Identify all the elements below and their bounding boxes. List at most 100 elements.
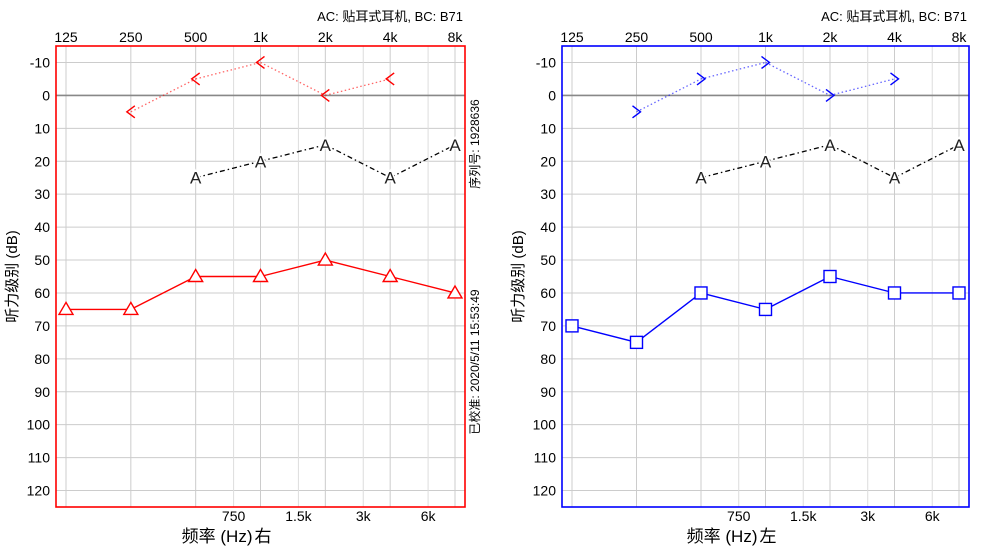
y-tick-label: 0 — [42, 87, 50, 103]
y-tick-label: -10 — [536, 54, 556, 70]
y-tick-label: 80 — [34, 351, 50, 367]
series-A: A A A A A — [694, 134, 967, 189]
data-point-chevron-right — [632, 105, 642, 119]
data-point-bone-conduction: A — [889, 169, 901, 188]
series-segment — [325, 259, 391, 278]
series-segment — [765, 275, 831, 311]
x-tick-label-bottom: 6k — [925, 508, 941, 524]
data-point-chevron-left — [125, 105, 136, 119]
x-tick-label-bottom: 1.5k — [790, 508, 817, 524]
series-A: A A A A A — [188, 134, 462, 189]
y-tick-label: 50 — [540, 252, 556, 268]
data-point-square — [887, 286, 902, 300]
data-point-bone-conduction: A — [449, 136, 461, 155]
data-point-chevron-right — [890, 72, 900, 86]
y-tick-label: 30 — [34, 186, 50, 202]
x-tick-label-top: 500 — [689, 29, 713, 45]
series-segment — [260, 259, 326, 278]
x-tick-label-top: 250 — [119, 29, 143, 45]
y-tick-label: 40 — [540, 219, 556, 235]
data-point-chevron-right — [825, 88, 836, 102]
ear-side-label: 右 — [255, 527, 272, 546]
ear-side-label: 左 — [760, 527, 777, 546]
y-tick-label: 20 — [34, 153, 50, 169]
series-segment — [700, 292, 766, 311]
data-point-bone-conduction: A — [255, 152, 267, 171]
data-point-triangle — [122, 301, 140, 316]
series-square — [565, 269, 966, 350]
series-segment — [829, 275, 895, 294]
x-tick-label-top: 1k — [253, 29, 269, 45]
series-triangle — [57, 251, 464, 316]
x-tick-label-top: 250 — [625, 29, 649, 45]
x-axis-label: 频率 (Hz) — [182, 527, 253, 546]
data-point-bone-conduction: A — [953, 136, 965, 155]
data-point-triangle — [252, 268, 269, 283]
series-segment — [260, 61, 326, 96]
x-tick-label-top: 2k — [823, 29, 839, 45]
series-chevron-left — [125, 55, 395, 119]
plot-frame — [561, 45, 970, 508]
data-point-bone-conduction: A — [695, 169, 707, 188]
data-point-triangle — [57, 301, 75, 316]
series-segment — [700, 61, 766, 80]
data-point-chevron-left — [320, 88, 330, 102]
data-point-chevron-right — [696, 72, 707, 86]
series-chevron-right — [632, 55, 900, 119]
chart-header: AC: 贴耳式耳机, BC: B71 — [317, 9, 463, 24]
data-point-chevron-left — [190, 72, 201, 86]
data-point-triangle — [187, 268, 204, 283]
data-point-chevron-left — [384, 72, 395, 86]
series-segment — [700, 160, 766, 179]
y-tick-label: 120 — [27, 483, 51, 499]
series-segment — [195, 160, 261, 179]
series-segment — [130, 275, 196, 311]
x-tick-label-bottom: 750 — [222, 508, 246, 524]
x-tick-label-bottom: 3k — [860, 508, 876, 524]
series-segment — [389, 275, 456, 294]
series-segment — [636, 78, 702, 113]
y-tick-label: -10 — [30, 54, 50, 70]
series-segment — [130, 78, 196, 113]
chart-header: AC: 贴耳式耳机, BC: B71 — [821, 9, 967, 24]
data-point-square — [952, 286, 966, 300]
data-point-square — [823, 269, 837, 284]
series-segment — [325, 78, 391, 97]
x-tick-label-bottom: 750 — [727, 508, 751, 524]
x-tick-label-bottom: 3k — [356, 508, 372, 524]
x-tick-label-top: 125 — [560, 29, 584, 45]
x-tick-label-bottom: 6k — [421, 508, 437, 524]
data-point-bone-conduction: A — [190, 169, 202, 188]
data-point-bone-conduction: A — [824, 136, 836, 155]
x-axis-label: 频率 (Hz) — [687, 527, 758, 546]
y-tick-label: 10 — [34, 120, 50, 136]
y-tick-label: 60 — [34, 285, 50, 301]
y-tick-label: 90 — [34, 384, 50, 400]
x-tick-label-top: 125 — [54, 29, 78, 45]
series-segment — [260, 144, 326, 162]
data-point-square — [758, 302, 773, 317]
x-tick-label-top: 8k — [448, 29, 464, 45]
y-tick-label: 0 — [548, 87, 556, 103]
y-tick-label: 70 — [34, 318, 50, 334]
series-segment — [636, 292, 702, 343]
x-tick-label-bottom: 1.5k — [285, 508, 312, 524]
y-tick-label: 20 — [540, 153, 556, 169]
data-point-triangle — [381, 268, 399, 283]
data-point-square — [694, 286, 708, 300]
y-tick-label: 80 — [540, 351, 556, 367]
y-tick-label: 90 — [540, 384, 556, 400]
data-point-chevron-right — [761, 55, 771, 70]
plot-frame — [55, 45, 466, 508]
y-tick-label: 110 — [534, 450, 557, 466]
y-tick-label: 120 — [533, 483, 557, 499]
y-tick-label: 50 — [34, 252, 50, 268]
y-axis-label: 听力级别 (dB) — [4, 230, 21, 323]
calibration-date: 已校准: 2020/5/11 15:53:49 — [467, 289, 482, 435]
x-tick-label-top: 8k — [952, 29, 968, 45]
y-axis-label: 听力级别 (dB) — [510, 230, 527, 323]
y-tick-label: 10 — [540, 120, 556, 136]
